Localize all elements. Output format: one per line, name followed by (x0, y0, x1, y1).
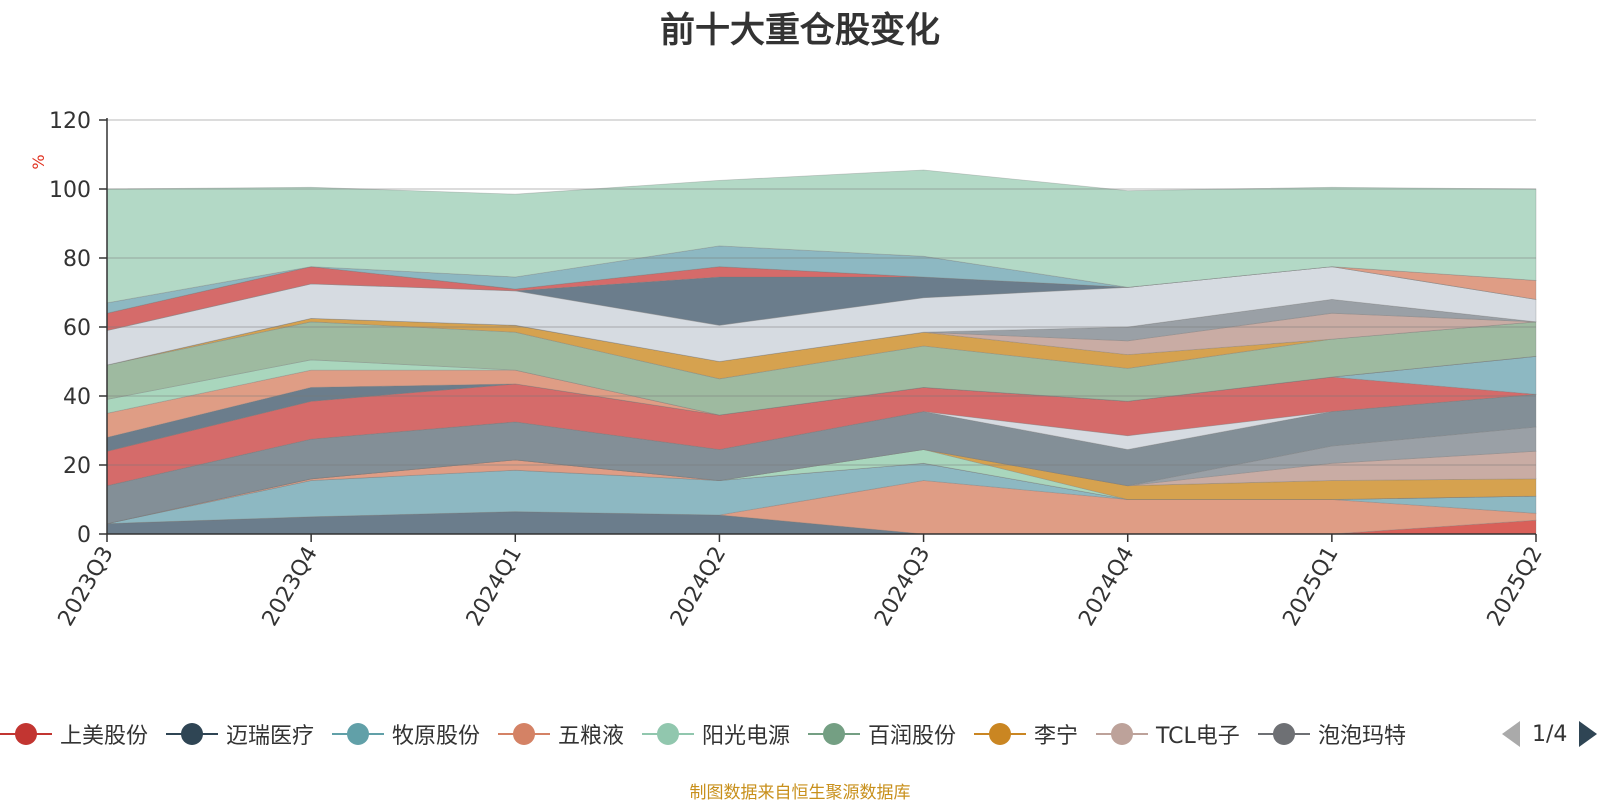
x-tick-label: 2023Q4 (258, 542, 323, 630)
area-band-13 (106, 355, 1537, 452)
stacked-area-layer (106, 169, 1537, 535)
legend-item[interactable]: 五粮液 (498, 712, 624, 756)
legend-pager: 1/4 (1500, 712, 1599, 756)
legend-marker-icon (498, 723, 550, 745)
x-tick-label: 2024Q4 (1074, 542, 1139, 630)
x-tick-label: 2024Q3 (870, 542, 935, 630)
legend-item[interactable]: 泡泡玛特 (1258, 712, 1406, 756)
area-band-17 (106, 321, 1537, 416)
y-tick-label: 60 (63, 316, 91, 341)
legend-item-label: 阳光电源 (702, 724, 791, 749)
area-band-21 (106, 266, 1537, 366)
area-band-7 (106, 449, 1537, 524)
y-tick-label: 120 (49, 109, 91, 134)
x-tick-label: 2025Q1 (1278, 542, 1343, 630)
legend-prev-page-button[interactable] (1500, 719, 1522, 749)
legend-item[interactable]: 阳光电源 (642, 712, 790, 756)
grid-lines (107, 119, 1536, 466)
legend-marker-icon (1096, 723, 1148, 745)
area-band-25 (106, 245, 1537, 314)
legend-item-label: TCL电子 (1156, 724, 1240, 749)
area-band-9 (106, 426, 1537, 524)
source-note: 制图数据来自恒生聚源数据库 (689, 783, 911, 803)
triangle-left-icon (1502, 721, 1520, 747)
x-tick-label: 2023Q3 (54, 542, 119, 630)
legend-item-label: 五粮液 (558, 724, 625, 749)
x-tick-label: 2024Q2 (666, 542, 731, 630)
legend-item-label: 百润股份 (868, 724, 957, 749)
legend-marker-icon (1258, 723, 1310, 745)
legend-item-label: 上美股份 (60, 724, 149, 749)
y-tick-label: 80 (63, 247, 91, 272)
legend-item[interactable]: 百润股份 (808, 712, 956, 756)
area-band-12 (106, 376, 1537, 487)
legend-item-label: 泡泡玛特 (1318, 724, 1407, 749)
legend-item[interactable]: 李宁 (974, 712, 1078, 756)
area-band-8 (106, 449, 1537, 524)
legend-item-label: 牧原股份 (392, 724, 481, 749)
legend-page-info: 1/4 (1532, 721, 1568, 747)
area-band-26 (106, 169, 1537, 304)
x-tick-label: 2025Q2 (1483, 542, 1548, 630)
triangle-right-icon (1579, 721, 1598, 747)
legend-marker-icon (0, 723, 52, 745)
y-axis-unit-label: % (29, 154, 48, 169)
legend-items: 上美股份 迈瑞医疗 牧原股份 五粮液 阳光电源 百润股份 李宁 TCL电子 泡泡玛特 (0, 712, 1482, 756)
legend-item[interactable]: 牧原股份 (332, 712, 480, 756)
legend-item[interactable]: 迈瑞医疗 (166, 712, 314, 756)
legend: 上美股份 迈瑞医疗 牧原股份 五粮液 阳光电源 百润股份 李宁 TCL电子 泡泡玛特 1/4 (0, 712, 1600, 756)
legend-marker-icon (332, 723, 384, 745)
legend-marker-icon (166, 723, 218, 745)
y-tick-label: 100 (49, 178, 91, 203)
legend-next-page-button[interactable] (1577, 719, 1599, 749)
legend-item[interactable]: TCL电子 (1096, 712, 1240, 756)
legend-marker-icon (974, 723, 1026, 745)
legend-item[interactable]: 上美股份 (0, 712, 148, 756)
legend-marker-icon (808, 723, 860, 745)
area-band-3 (106, 462, 1537, 524)
legend-item-label: 李宁 (1034, 724, 1079, 749)
chart-svg: 0 20 40 60 80 100 120 2023Q3 2023Q4 2024Q1 2024Q2 2… (29, 109, 1548, 630)
legend-item-label: 迈瑞医疗 (226, 724, 315, 749)
legend-marker-icon (642, 723, 694, 745)
chart-title: 前十大重仓股变化 (659, 11, 940, 51)
y-tick-label: 0 (77, 523, 91, 548)
y-tick-label: 40 (63, 385, 91, 410)
y-tick-label: 20 (63, 454, 91, 479)
x-tick-label: 2024Q1 (462, 542, 527, 630)
